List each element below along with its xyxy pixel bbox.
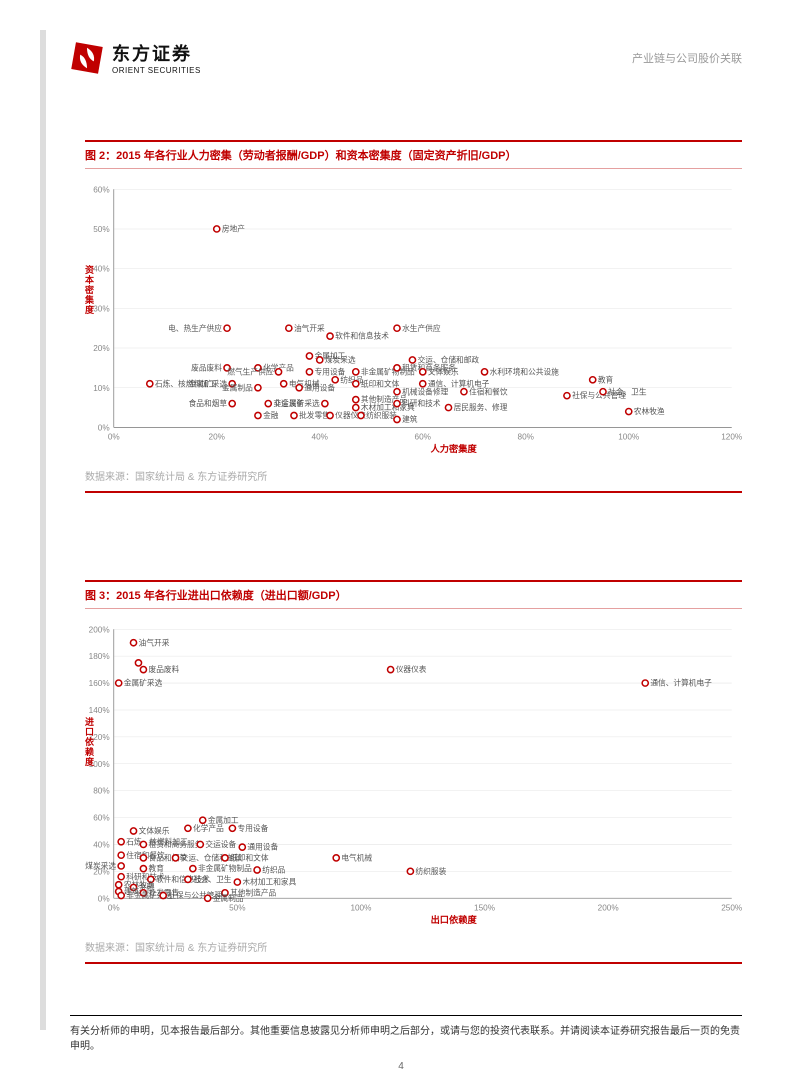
chart-1-y-title: 资本密集度 [83,265,96,315]
svg-text:非金属矿物制品: 非金属矿物制品 [198,863,252,873]
svg-text:软件和信息技术: 软件和信息技术 [335,331,389,341]
svg-text:电气机械: 电气机械 [341,852,372,862]
chart-1-area: 资本密集度 0%10%20%30%40%50%60%0%20%40%60%80%… [85,179,742,456]
logo-en-text: ORIENT SECURITIES [112,66,201,75]
svg-text:通用设备: 通用设备 [304,382,335,392]
svg-text:住宿和餐饮: 住宿和餐饮 [469,386,508,396]
svg-text:非金属矿采选: 非金属矿采选 [274,398,320,408]
svg-text:0%: 0% [98,424,110,433]
chart-2-title: 图 3：2015 年各行业进出口依赖度（进出口额/GDP） [85,580,742,609]
svg-text:金属制品: 金属制品 [222,382,253,392]
svg-text:批发零售: 批发零售 [299,410,330,420]
svg-text:80%: 80% [93,787,109,796]
svg-text:农林牧渔: 农林牧渔 [634,406,665,416]
svg-text:文体娱乐: 文体娱乐 [428,366,459,376]
svg-text:通用设备: 通用设备 [247,842,278,852]
svg-text:社会、卫生: 社会、卫生 [608,386,647,396]
chart-1-svg: 0%10%20%30%40%50%60%0%20%40%60%80%100%12… [85,179,742,456]
logo-text: 东方证券 ORIENT SECURITIES [112,40,201,75]
svg-text:60%: 60% [415,433,431,442]
svg-text:出口依赖度: 出口依赖度 [431,914,478,925]
svg-text:纸印和文体: 纸印和文体 [230,852,269,862]
svg-text:140%: 140% [89,706,110,715]
logo-cn-text: 东方证券 [112,40,201,66]
svg-text:电、热生产供应: 电、热生产供应 [168,323,222,333]
svg-text:160%: 160% [89,679,110,688]
svg-text:250%: 250% [721,904,742,913]
svg-text:科研和技术: 科研和技术 [402,398,441,408]
svg-text:纸印和文体: 纸印和文体 [361,378,400,388]
svg-text:居民服务、修理: 居民服务、修理 [454,402,508,412]
svg-text:80%: 80% [518,433,534,442]
svg-text:化学产品: 化学产品 [193,823,224,833]
svg-text:废品废料: 废品废料 [191,362,222,372]
footer-text: 有关分析师的申明，见本报告最后部分。其他重要信息披露见分析师申明之后部分，或请与… [70,1026,740,1052]
chart-1-source: 数据来源：国家统计局 & 东方证券研究所 [85,456,742,493]
svg-text:社会、卫生: 社会、卫生 [193,874,232,884]
svg-text:文体娱乐: 文体娱乐 [139,826,170,836]
svg-text:0%: 0% [98,894,110,903]
chart-1-title: 图 2：2015 年各行业人力密集（劳动者报酬/GDP）和资本密集度（固定资产折… [85,140,742,169]
chart-2-area: 进口依赖度 0%20%40%60%80%100%120%140%160%180%… [85,619,742,927]
svg-text:10%: 10% [93,384,109,393]
svg-text:水生产供应: 水生产供应 [402,323,441,333]
chart-1-block: 图 2：2015 年各行业人力密集（劳动者报酬/GDP）和资本密集度（固定资产折… [85,140,742,493]
orient-securities-logo-icon [70,41,104,75]
svg-text:60%: 60% [93,814,109,823]
svg-text:纺织服装: 纺织服装 [366,410,397,420]
svg-text:纺织服装: 纺织服装 [416,866,447,876]
svg-text:通信、计算机电子: 通信、计算机电子 [650,678,712,688]
svg-text:40%: 40% [312,433,328,442]
svg-text:40%: 40% [93,841,109,850]
svg-text:纺织品: 纺织品 [262,865,285,875]
svg-text:煤炭采选: 煤炭采选 [325,355,356,365]
logo-block: 东方证券 ORIENT SECURITIES [70,40,201,75]
svg-text:100%: 100% [618,433,639,442]
svg-text:200%: 200% [89,625,110,634]
svg-text:0%: 0% [108,433,120,442]
svg-text:50%: 50% [93,225,109,234]
svg-text:食品和烟草: 食品和烟草 [189,398,228,408]
header-subtitle: 产业链与公司股价关联 [632,50,742,66]
svg-text:金属制品: 金属制品 [213,893,244,903]
chart-2-source: 数据来源：国家统计局 & 东方证券研究所 [85,927,742,964]
svg-text:油气开采: 油气开采 [139,637,170,647]
svg-text:120%: 120% [721,433,742,442]
svg-text:20%: 20% [209,433,225,442]
chart-2-svg: 0%20%40%60%80%100%120%140%160%180%200%0%… [85,619,742,927]
svg-text:油气开采: 油气开采 [294,323,325,333]
svg-text:教育: 教育 [598,374,614,384]
svg-text:0%: 0% [108,904,120,913]
chart-2-y-title: 进口依赖度 [83,717,96,767]
svg-text:人力密集度: 人力密集度 [431,443,478,454]
page-header: 东方证券 ORIENT SECURITIES 产业链与公司股价关联 [70,40,742,75]
page-left-stripe [40,30,46,1030]
svg-text:60%: 60% [93,185,109,194]
svg-text:专用设备: 专用设备 [238,823,269,833]
svg-text:水利环境和公共设施: 水利环境和公共设施 [490,366,560,376]
svg-text:20%: 20% [93,344,109,353]
svg-text:建筑: 建筑 [402,414,418,424]
chart-2-block: 图 3：2015 年各行业进出口依赖度（进出口额/GDP） 进口依赖度 0%20… [85,580,742,964]
svg-text:50%: 50% [229,904,245,913]
svg-text:200%: 200% [598,904,619,913]
svg-text:150%: 150% [474,904,495,913]
svg-text:180%: 180% [89,652,110,661]
svg-text:废品废料: 废品废料 [149,664,180,674]
svg-text:机械设备修理: 机械设备修理 [402,386,448,396]
svg-text:房地产: 房地产 [222,224,245,234]
svg-text:燃气生产供应: 燃气生产供应 [227,366,273,376]
svg-text:木材加工和家具: 木材加工和家具 [242,877,296,887]
page-footer: 有关分析师的申明，见本报告最后部分。其他重要信息披露见分析师申明之后部分，或请与… [70,1015,742,1052]
page-number: 4 [0,1061,802,1072]
svg-text:100%: 100% [350,904,371,913]
svg-text:金融: 金融 [263,410,279,420]
svg-text:金属矿采选: 金属矿采选 [124,678,163,688]
svg-text:仪器仪表: 仪器仪表 [396,664,427,674]
svg-text:煤炭采选: 煤炭采选 [85,861,116,871]
svg-text:租赁和商务服务: 租赁和商务服务 [149,839,203,849]
svg-text:交运设备: 交运设备 [205,839,236,849]
